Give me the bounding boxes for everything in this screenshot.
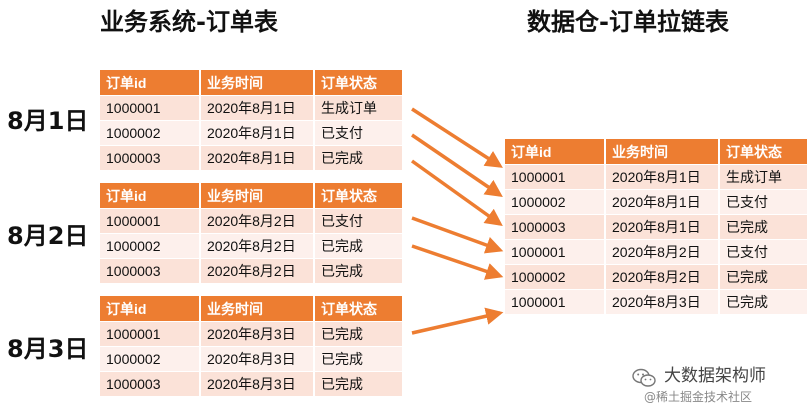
- order-id-cell: 1000001: [100, 209, 201, 234]
- watermark-subtitle: @稀土掘金技术社区: [644, 390, 753, 404]
- table-header-row: 订单id 业务时间 订单状态: [100, 183, 402, 209]
- table-row: 1000001 2020年8月3日 已完成: [505, 290, 807, 315]
- column-header: 业务时间: [201, 296, 315, 322]
- table-row: 1000001 2020年8月3日 已完成: [100, 322, 402, 347]
- table-row: 1000002 2020年8月2日 已完成: [505, 265, 807, 290]
- zipper-table: 订单id 业务时间 订单状态 1000001 2020年8月1日 生成订单 10…: [505, 139, 807, 315]
- business-time-cell: 2020年8月3日: [201, 322, 315, 347]
- business-time-cell: 2020年8月1日: [201, 96, 315, 121]
- column-header: 业务时间: [201, 70, 315, 96]
- table-row: 1000003 2020年8月2日 已完成: [100, 259, 402, 284]
- order-id-cell: 1000003: [100, 259, 201, 284]
- order-status-cell: 生成订单: [315, 96, 402, 121]
- business-time-cell: 2020年8月1日: [606, 190, 720, 215]
- business-time-cell: 2020年8月2日: [201, 234, 315, 259]
- order-status-cell: 已完成: [315, 347, 402, 372]
- right-title: 数据仓-订单拉链表: [527, 8, 729, 36]
- order-id-cell: 1000002: [505, 190, 606, 215]
- order-status-cell: 已支付: [315, 209, 402, 234]
- business-time-cell: 2020年8月2日: [606, 265, 720, 290]
- order-id-cell: 1000002: [100, 347, 201, 372]
- order-status-cell: 已支付: [720, 190, 807, 215]
- order-id-cell: 1000003: [100, 372, 201, 397]
- order-status-cell: 已完成: [720, 265, 807, 290]
- watermark: 大数据架构师 @稀土掘金技术社区: [632, 364, 807, 408]
- business-time-cell: 2020年8月2日: [201, 259, 315, 284]
- order-status-cell: 已完成: [720, 290, 807, 315]
- arrow: [411, 216, 504, 254]
- order-status-cell: 已完成: [315, 234, 402, 259]
- business-time-cell: 2020年8月1日: [201, 146, 315, 171]
- source-table: 订单id 业务时间 订单状态 1000001 2020年8月3日 已完成 100…: [100, 296, 402, 397]
- table-row: 1000003 2020年8月3日 已完成: [100, 372, 402, 397]
- table-row: 1000001 2020年8月2日 已支付: [505, 240, 807, 265]
- date-label: 8月3日: [7, 335, 89, 363]
- order-id-cell: 1000001: [505, 290, 606, 315]
- order-id-cell: 1000001: [505, 240, 606, 265]
- wechat-icon: [632, 368, 656, 387]
- column-header: 订单状态: [315, 70, 402, 96]
- arrow: [411, 107, 503, 168]
- order-status-cell: 已支付: [720, 240, 807, 265]
- order-id-cell: 1000002: [100, 121, 201, 146]
- table-row: 1000001 2020年8月1日 生成订单: [505, 165, 807, 190]
- order-status-cell: 已完成: [315, 322, 402, 347]
- business-time-cell: 2020年8月2日: [606, 240, 720, 265]
- business-time-cell: 2020年8月1日: [606, 215, 720, 240]
- table-row: 1000002 2020年8月2日 已完成: [100, 234, 402, 259]
- column-header: 订单id: [100, 183, 201, 209]
- column-header: 业务时间: [606, 139, 720, 165]
- column-header: 订单状态: [315, 296, 402, 322]
- order-status-cell: 生成订单: [720, 165, 807, 190]
- business-time-cell: 2020年8月3日: [201, 347, 315, 372]
- left-title: 业务系统-订单表: [100, 8, 278, 36]
- table-row: 1000003 2020年8月1日 已完成: [505, 215, 807, 240]
- watermark-title: 大数据架构师: [664, 366, 766, 386]
- table-row: 1000002 2020年8月1日 已支付: [505, 190, 807, 215]
- arrow: [411, 307, 504, 335]
- order-status-cell: 已完成: [720, 215, 807, 240]
- order-id-cell: 1000002: [100, 234, 201, 259]
- business-time-cell: 2020年8月1日: [606, 165, 720, 190]
- arrow: [410, 159, 503, 227]
- table-header-row: 订单id 业务时间 订单状态: [505, 139, 807, 165]
- order-id-cell: 1000003: [505, 215, 606, 240]
- column-header: 业务时间: [201, 183, 315, 209]
- table-header-row: 订单id 业务时间 订单状态: [100, 296, 402, 322]
- table-row: 1000003 2020年8月1日 已完成: [100, 146, 402, 171]
- table-row: 1000001 2020年8月2日 已支付: [100, 209, 402, 234]
- business-time-cell: 2020年8月1日: [201, 121, 315, 146]
- order-status-cell: 已完成: [315, 146, 402, 171]
- source-table: 订单id 业务时间 订单状态 1000001 2020年8月1日 生成订单 10…: [100, 70, 402, 171]
- arrow: [411, 133, 503, 197]
- order-status-cell: 已完成: [315, 372, 402, 397]
- order-status-cell: 已支付: [315, 121, 402, 146]
- order-id-cell: 1000003: [100, 146, 201, 171]
- column-header: 订单id: [100, 296, 201, 322]
- order-status-cell: 已完成: [315, 259, 402, 284]
- order-id-cell: 1000001: [100, 322, 201, 347]
- business-time-cell: 2020年8月3日: [606, 290, 720, 315]
- order-id-cell: 1000002: [505, 265, 606, 290]
- business-time-cell: 2020年8月2日: [201, 209, 315, 234]
- date-label: 8月1日: [7, 107, 89, 135]
- table-header-row: 订单id 业务时间 订单状态: [100, 70, 402, 96]
- table-row: 1000002 2020年8月1日 已支付: [100, 121, 402, 146]
- order-id-cell: 1000001: [100, 96, 201, 121]
- business-time-cell: 2020年8月3日: [201, 372, 315, 397]
- table-row: 1000002 2020年8月3日 已完成: [100, 347, 402, 372]
- table-row: 1000001 2020年8月1日 生成订单: [100, 96, 402, 121]
- column-header: 订单id: [505, 139, 606, 165]
- date-label: 8月2日: [7, 222, 89, 250]
- column-header: 订单id: [100, 70, 201, 96]
- source-table: 订单id 业务时间 订单状态 1000001 2020年8月2日 已支付 100…: [100, 183, 402, 284]
- order-id-cell: 1000001: [505, 165, 606, 190]
- column-header: 订单状态: [720, 139, 807, 165]
- column-header: 订单状态: [315, 183, 402, 209]
- arrow: [411, 244, 504, 280]
